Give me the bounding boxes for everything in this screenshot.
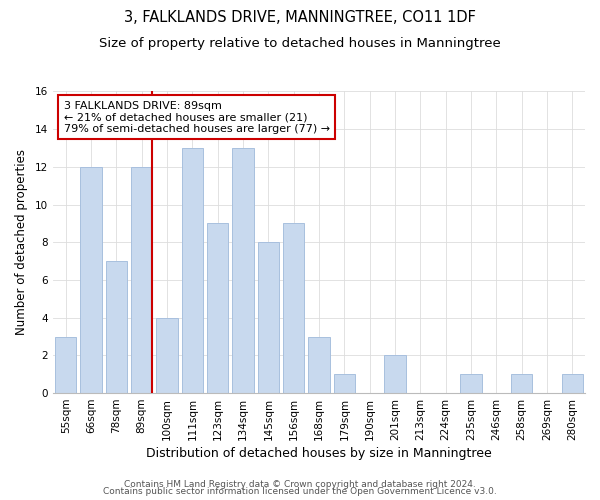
X-axis label: Distribution of detached houses by size in Manningtree: Distribution of detached houses by size …	[146, 447, 492, 460]
Bar	[283, 224, 304, 393]
Text: 3, FALKLANDS DRIVE, MANNINGTREE, CO11 1DF: 3, FALKLANDS DRIVE, MANNINGTREE, CO11 1D…	[124, 10, 476, 25]
Text: Contains public sector information licensed under the Open Government Licence v3: Contains public sector information licen…	[103, 487, 497, 496]
Text: 3 FALKLANDS DRIVE: 89sqm
← 21% of detached houses are smaller (21)
79% of semi-d: 3 FALKLANDS DRIVE: 89sqm ← 21% of detach…	[64, 100, 330, 134]
Bar	[384, 356, 406, 393]
Bar	[308, 336, 330, 393]
Bar	[562, 374, 583, 393]
Bar	[131, 167, 152, 393]
Bar	[182, 148, 203, 393]
Bar	[511, 374, 532, 393]
Bar	[55, 336, 76, 393]
Bar	[106, 261, 127, 393]
Bar	[80, 167, 102, 393]
Bar	[232, 148, 254, 393]
Bar	[334, 374, 355, 393]
Y-axis label: Number of detached properties: Number of detached properties	[15, 150, 28, 336]
Text: Contains HM Land Registry data © Crown copyright and database right 2024.: Contains HM Land Registry data © Crown c…	[124, 480, 476, 489]
Text: Size of property relative to detached houses in Manningtree: Size of property relative to detached ho…	[99, 38, 501, 51]
Bar	[257, 242, 279, 393]
Bar	[207, 224, 229, 393]
Bar	[460, 374, 482, 393]
Bar	[156, 318, 178, 393]
